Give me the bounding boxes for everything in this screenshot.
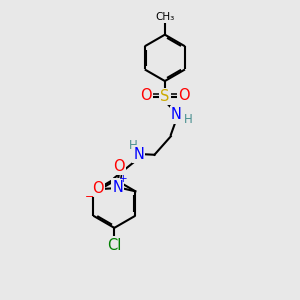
Text: H: H [128,139,137,152]
Text: CH₃: CH₃ [155,12,175,22]
Text: O: O [178,88,189,104]
Text: S: S [160,89,170,104]
Text: N: N [112,180,123,195]
Text: O: O [113,159,124,174]
Text: H: H [184,113,193,126]
Text: O: O [140,88,152,104]
Text: O: O [92,181,103,196]
Text: Cl: Cl [107,238,122,253]
Text: N: N [171,107,182,122]
Text: +: + [118,174,127,184]
Text: N: N [133,147,144,162]
Text: −: − [85,192,95,202]
